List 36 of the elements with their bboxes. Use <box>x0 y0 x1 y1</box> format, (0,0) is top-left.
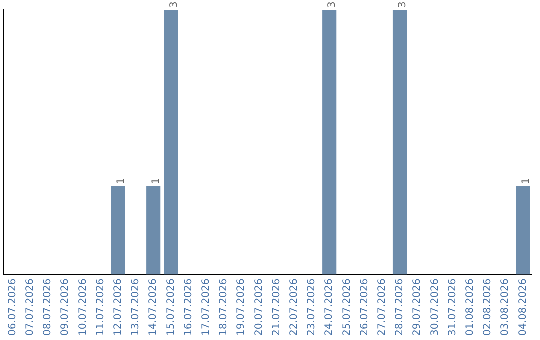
x-tick-label: 13.07.2026 <box>130 278 142 336</box>
data-label: 3 <box>327 2 338 8</box>
x-tick-label: 28.07.2026 <box>394 278 406 336</box>
x-tick-label: 06.07.2026 <box>7 278 18 336</box>
x-tick-label: 01.08.2026 <box>464 278 476 336</box>
x-tick-label: 20.07.2026 <box>254 278 265 336</box>
x-tick-label: 22.07.2026 <box>288 278 300 336</box>
x-tick-label: 08.07.2026 <box>42 278 54 336</box>
x-tick-label: 03.08.2026 <box>500 278 512 336</box>
x-tick-label: 25.07.2026 <box>342 278 353 336</box>
data-label: 3 <box>168 2 180 8</box>
x-tick-label: 15.07.2026 <box>166 278 177 336</box>
x-tick-label: 31.07.2026 <box>447 278 458 336</box>
x-tick-label: 19.07.2026 <box>236 278 248 336</box>
x-tick-label: 21.07.2026 <box>271 278 282 336</box>
x-tick-label: 30.07.2026 <box>430 278 441 336</box>
x-tick-label: 14.07.2026 <box>148 278 160 336</box>
x-tick-label: 04.08.2026 <box>518 278 529 336</box>
x-tick-label: 17.07.2026 <box>200 278 212 336</box>
data-label: 1 <box>520 178 532 184</box>
x-tick-label: 10.07.2026 <box>78 278 89 336</box>
x-tick-label: 27.07.2026 <box>376 278 388 336</box>
data-label: 3 <box>398 2 409 8</box>
x-tick-label: 11.07.2026 <box>95 278 106 336</box>
x-tick-label: 07.07.2026 <box>24 278 36 336</box>
x-tick-label: 18.07.2026 <box>218 278 230 336</box>
data-label: 1 <box>116 178 127 184</box>
x-tick-label: 23.07.2026 <box>306 278 318 336</box>
x-tick-label: 09.07.2026 <box>60 278 72 336</box>
x-tick-label: 24.07.2026 <box>324 278 336 336</box>
x-tick-label: 16.07.2026 <box>183 278 194 336</box>
x-tick-label: 02.08.2026 <box>482 278 494 336</box>
x-tick-label: 26.07.2026 <box>359 278 370 336</box>
data-label: 1 <box>151 178 162 184</box>
x-tick-label: 29.07.2026 <box>412 278 424 336</box>
x-tick-label: 12.07.2026 <box>112 278 124 336</box>
